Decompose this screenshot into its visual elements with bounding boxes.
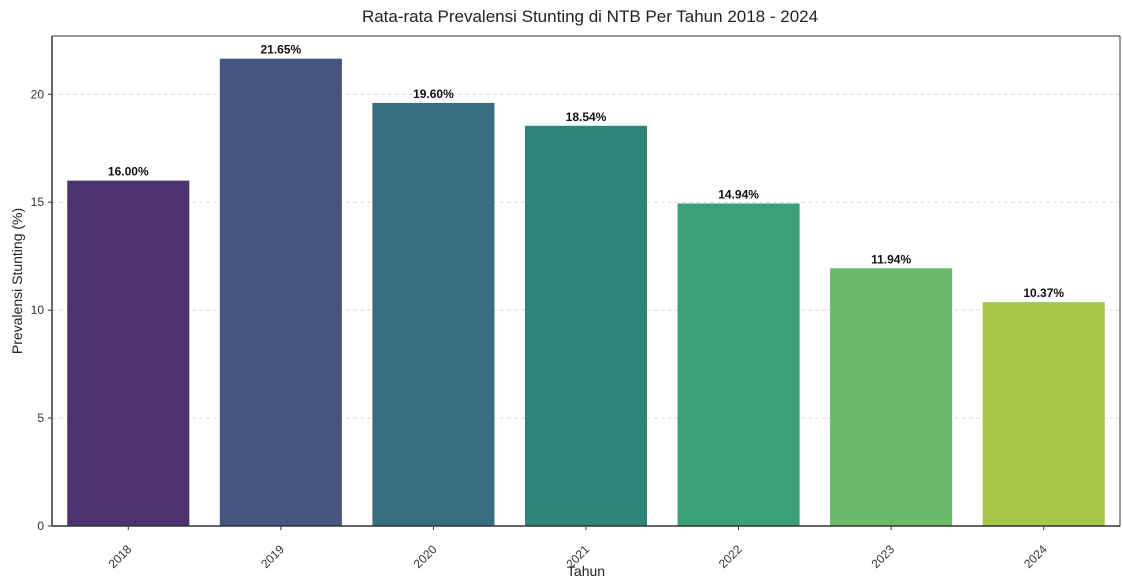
data-label-2021: 18.54%: [566, 110, 607, 124]
x-tick-label: 2020: [411, 542, 440, 571]
data-label-2020: 19.60%: [413, 87, 454, 101]
y-axis-label: Prevalensi Stunting (%): [9, 208, 25, 354]
bar-2020: [372, 102, 495, 527]
bar-2018: [67, 180, 190, 526]
y-tick-labels: 0 5 10 15 20: [31, 87, 52, 533]
y-tick-label: 5: [37, 411, 44, 425]
data-labels-group: 16.00% 21.65% 19.60% 18.54% 14.94% 11.94% 10.3…: [108, 43, 1064, 300]
y-tick-label: 0: [37, 519, 44, 533]
data-label-2023: 11.94%: [871, 252, 911, 266]
bars-group: [67, 58, 1105, 527]
bar-2022: [677, 203, 800, 527]
data-label-2022: 14.94%: [718, 188, 759, 202]
bar-2024: [982, 302, 1105, 526]
data-label-2024: 10.37%: [1023, 286, 1064, 300]
x-tick-label: 2024: [1021, 542, 1050, 571]
bar-2021: [524, 125, 648, 526]
data-label-2019: 21.65%: [261, 43, 302, 57]
x-axis-label: Tahun: [567, 563, 605, 579]
y-tick-label: 10: [31, 303, 45, 317]
y-tick-label: 20: [31, 87, 45, 101]
x-tick-label: 2023: [868, 542, 897, 571]
x-tick-label: 2019: [258, 542, 287, 571]
y-tick-label: 15: [31, 195, 45, 209]
bar-2019: [219, 58, 342, 527]
chart-title: Rata-rata Prevalensi Stunting di NTB Per…: [362, 7, 818, 26]
data-label-2018: 16.00%: [108, 165, 149, 179]
cropped-top-text: [0, 0, 1123, 4]
x-tick-label: 2022: [716, 542, 745, 571]
bar-2023: [830, 268, 953, 526]
x-tick-label: 2018: [106, 542, 135, 571]
